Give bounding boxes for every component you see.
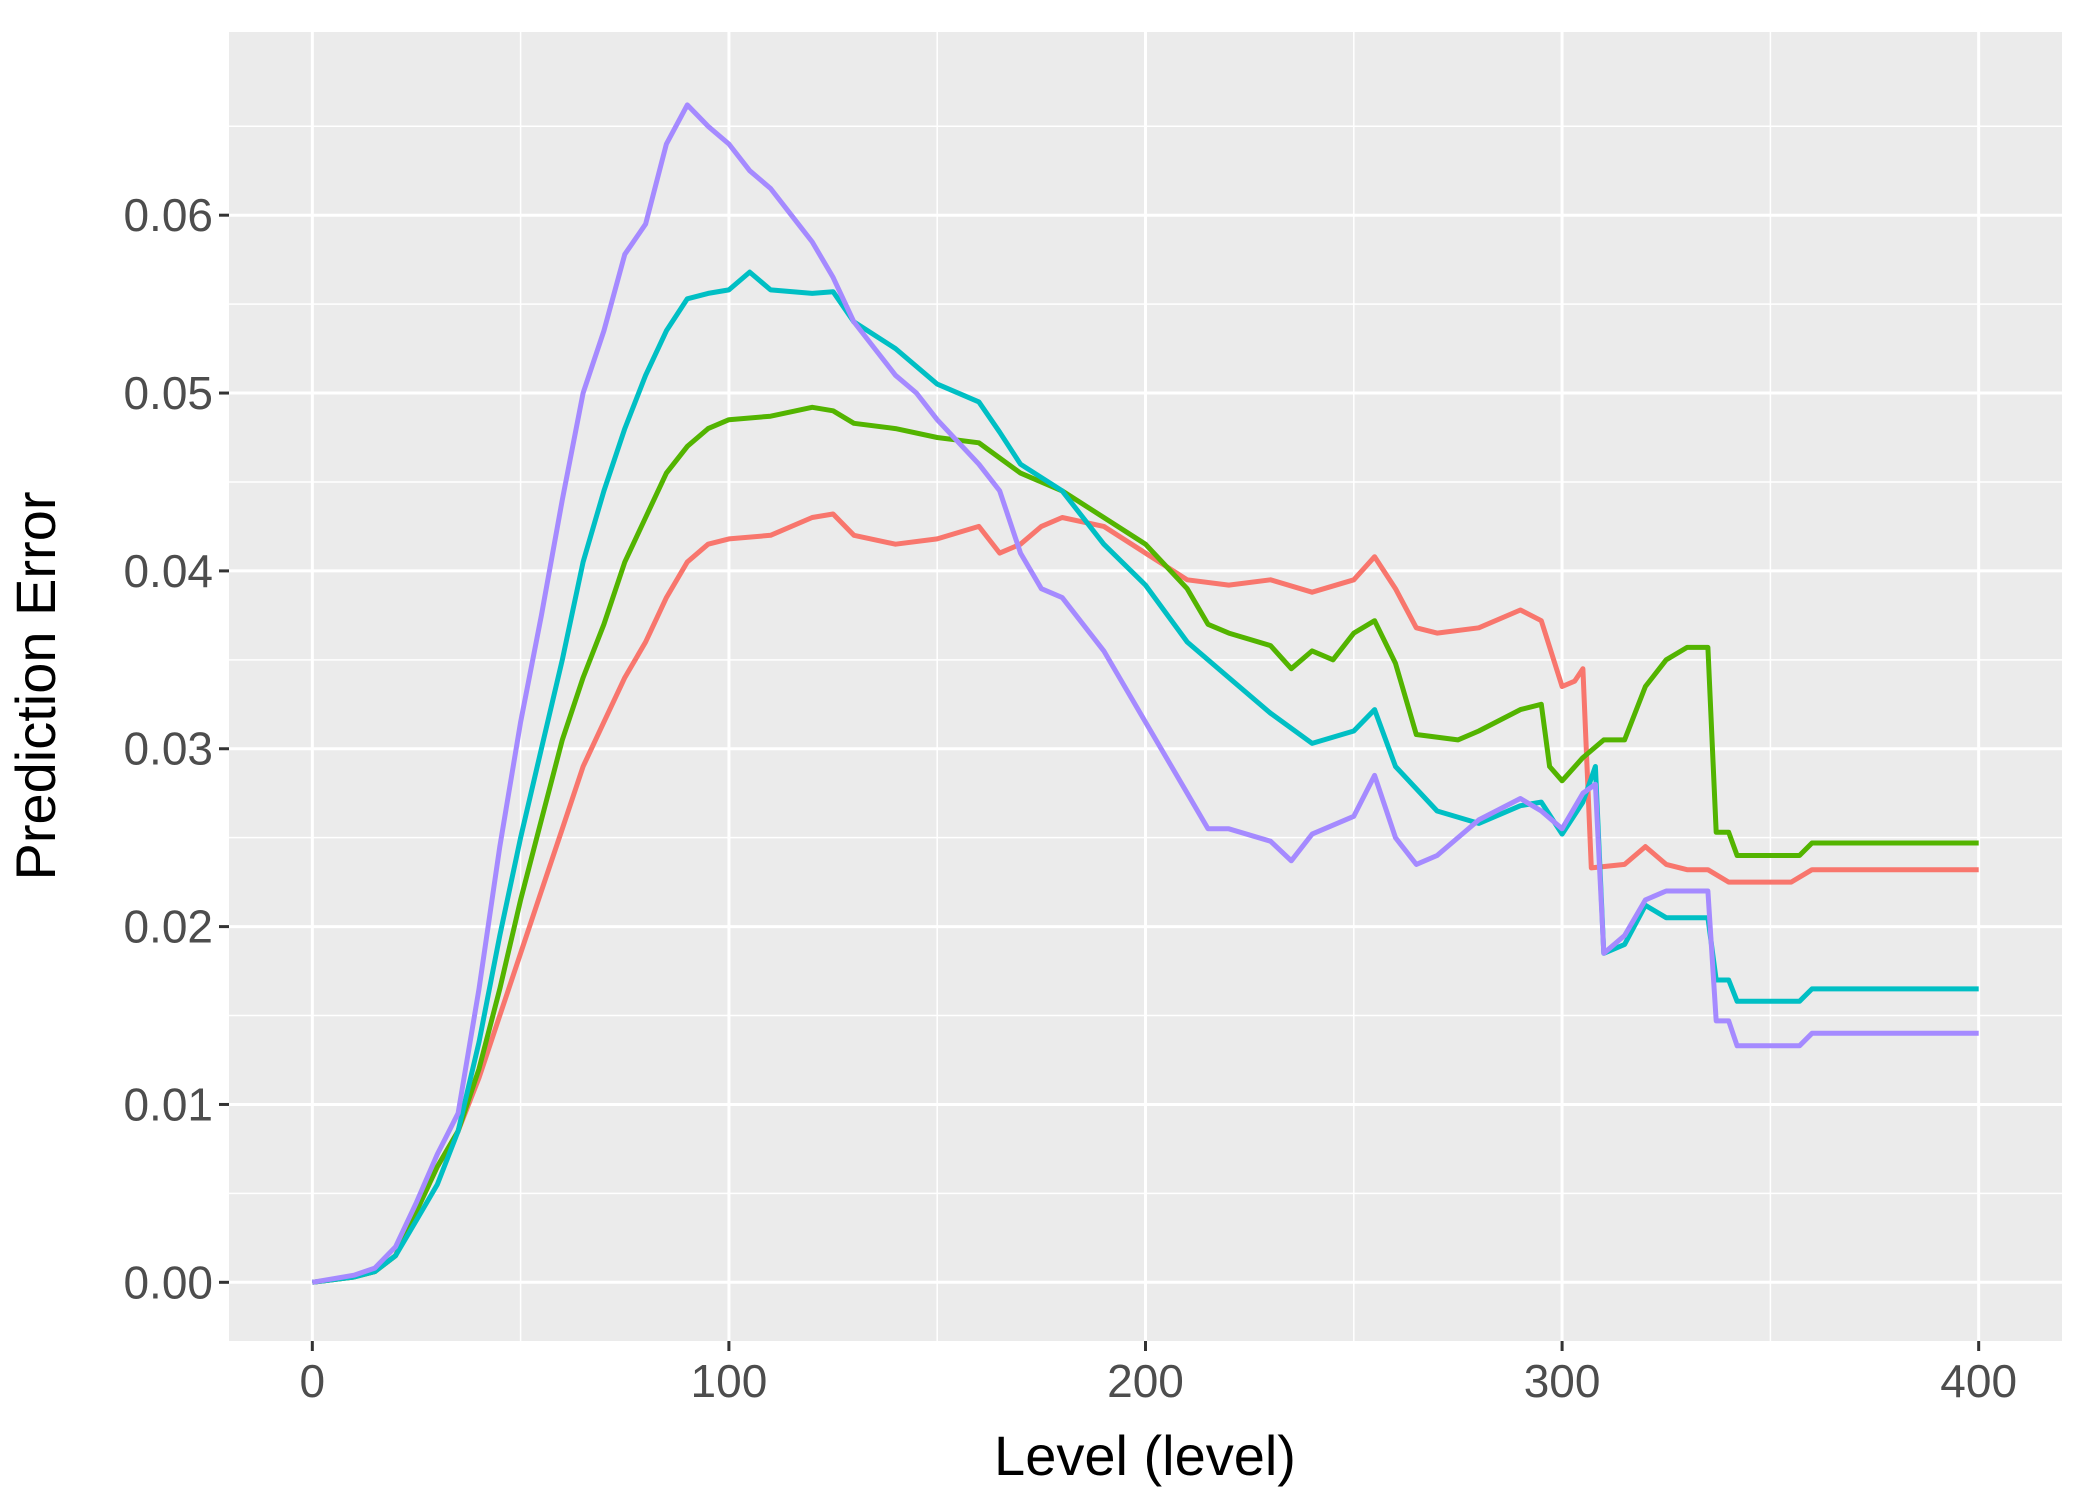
- x-tick-label: 200: [1107, 1355, 1184, 1407]
- x-axis-title: Level (level): [994, 1424, 1296, 1487]
- y-axis: 0.00 0.01 0.02 0.03 0.04 0.05 0.06: [123, 189, 229, 1308]
- y-tick-label: 0.06: [123, 189, 213, 241]
- series-line-3: [311, 269, 1979, 1285]
- y-tick-label: 0.05: [123, 367, 213, 419]
- series-line-1: [311, 511, 1979, 1285]
- x-tick-label: 400: [1940, 1355, 2017, 1407]
- x-tick-label: 300: [1524, 1355, 1601, 1407]
- y-tick-label: 0.04: [123, 545, 213, 597]
- series-line-2: [311, 404, 1979, 1285]
- major-gridlines: [229, 32, 2062, 1341]
- y-tick-label: 0.00: [123, 1256, 213, 1308]
- y-tick-label: 0.01: [123, 1078, 213, 1130]
- y-tick-label: 0.02: [123, 901, 213, 953]
- y-tick-label: 0.03: [123, 723, 213, 775]
- series-line-4: [311, 102, 1979, 1285]
- y-axis-title: Prediction Error: [4, 491, 67, 880]
- x-axis: 0 100 200 300 400: [300, 1341, 2017, 1407]
- series-lines: [311, 102, 1979, 1285]
- x-tick-label: 100: [691, 1355, 768, 1407]
- x-tick-label: 0: [300, 1355, 326, 1407]
